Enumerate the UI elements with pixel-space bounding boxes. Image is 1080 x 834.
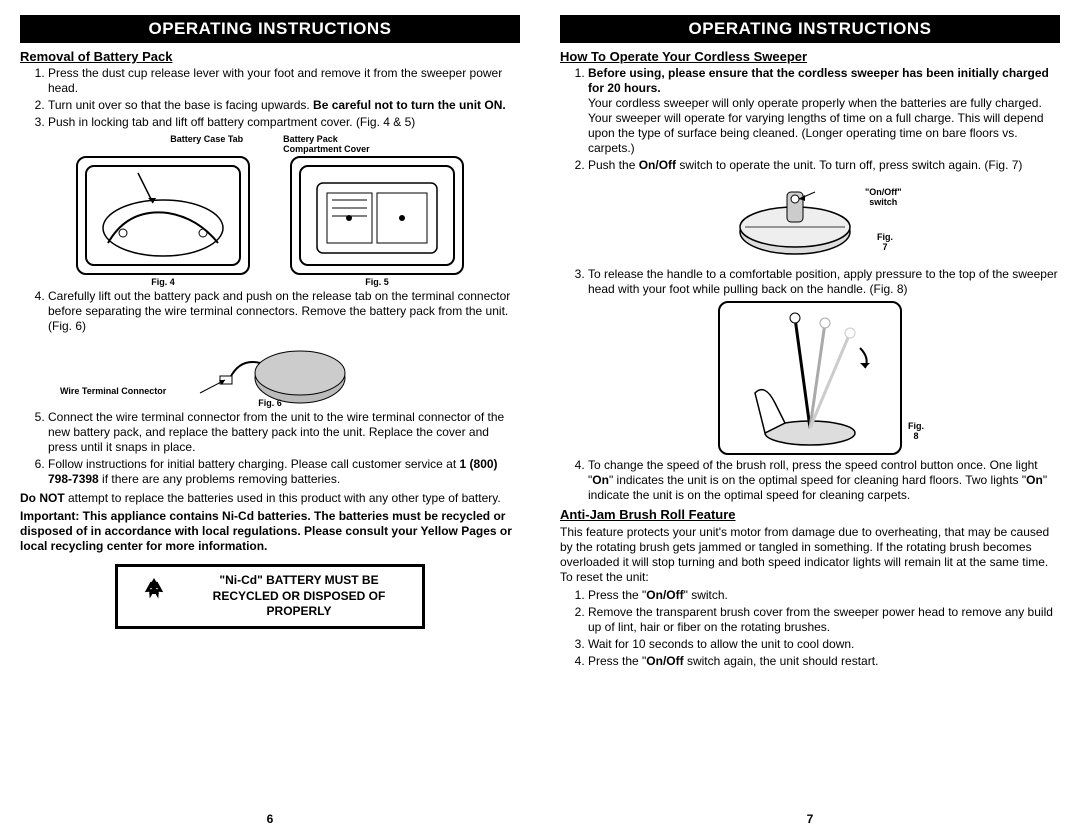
page-right: OPERATING INSTRUCTIONS How To Operate Yo… — [540, 0, 1080, 834]
page-left: OPERATING INSTRUCTIONS Removal of Batter… — [0, 0, 540, 834]
figure-7-wrap: "On/Off" switch Fig. 7 — [560, 177, 1060, 265]
label-battery-case-tab: Battery Case Tab — [170, 134, 243, 154]
steps-left-c: Connect the wire terminal connector from… — [20, 410, 520, 487]
steps-left-a: Press the dust cup release lever with yo… — [20, 66, 520, 130]
list-item: Remove the transparent brush cover from … — [588, 605, 1060, 635]
banner-right: OPERATING INSTRUCTIONS — [560, 15, 1060, 43]
recycle-icon — [132, 574, 176, 618]
section-title-antijam: Anti-Jam Brush Roll Feature — [560, 507, 1060, 522]
fig7-caption: Fig. 7 — [875, 232, 895, 252]
list-item: To change the speed of the brush roll, p… — [588, 458, 1060, 503]
figure-8-wrap: Fig. 8 — [560, 301, 1060, 456]
list-item: To release the handle to a comfortable p… — [588, 267, 1060, 297]
fig8-caption: Fig. 8 — [908, 421, 924, 441]
fig7-label: "On/Off" switch — [865, 187, 902, 207]
page-num-left: 6 — [20, 812, 520, 826]
list-item: Push the On/Off switch to operate the un… — [588, 158, 1060, 173]
fig6-caption: Fig. 6 — [258, 398, 282, 408]
fig5-caption: Fig. 5 — [290, 277, 464, 287]
figure-4: Fig. 4 — [76, 156, 250, 287]
list-item: Turn unit over so that the base is facin… — [48, 98, 520, 113]
label-battery-compartment: Battery PackCompartment Cover — [283, 134, 370, 154]
para-antijam: This feature protects your unit's motor … — [560, 525, 1060, 585]
list-item: Push in locking tab and lift off battery… — [48, 115, 520, 130]
para-important: Important: This appliance contains Ni-Cd… — [20, 509, 520, 554]
steps-right-a: Before using, please ensure that the cor… — [560, 66, 1060, 173]
list-item: Press the "On/Off" switch. — [588, 588, 1060, 603]
figure-4-box — [76, 156, 250, 275]
list-item: Connect the wire terminal connector from… — [48, 410, 520, 455]
list-item: Press the "On/Off switch again, the unit… — [588, 654, 1060, 669]
page-num-right: 7 — [560, 812, 1060, 826]
list-item: Wait for 10 seconds to allow the unit to… — [588, 637, 1060, 652]
steps-right-c: To change the speed of the brush roll, p… — [560, 458, 1060, 503]
recycle-text: "Ni-Cd" BATTERY MUST BE RECYCLED OR DISP… — [190, 573, 408, 620]
fig-label-row: Battery Case Tab Battery PackCompartment… — [20, 134, 520, 154]
fig6-label: Wire Terminal Connector — [60, 386, 166, 396]
figure-5-svg — [292, 158, 462, 273]
figure-5: Fig. 5 — [290, 156, 464, 287]
recycle-box: "Ni-Cd" BATTERY MUST BE RECYCLED OR DISP… — [115, 564, 425, 629]
steps-right-b: To release the handle to a comfortable p… — [560, 267, 1060, 297]
section-title-battery: Removal of Battery Pack — [20, 49, 520, 64]
list-item: Carefully lift out the battery pack and … — [48, 289, 520, 334]
steps-left-b: Carefully lift out the battery pack and … — [20, 289, 520, 334]
list-item: Follow instructions for initial battery … — [48, 457, 520, 487]
list-item: Press the dust cup release lever with yo… — [48, 66, 520, 96]
section-title-operate: How To Operate Your Cordless Sweeper — [560, 49, 1060, 64]
fig-row-45: Fig. 4 Fig. 5 — [20, 156, 520, 287]
fig4-caption: Fig. 4 — [76, 277, 250, 287]
para-donot: Do NOT attempt to replace the batteries … — [20, 491, 520, 506]
figure-8-svg — [720, 303, 900, 453]
figure-5-box — [290, 156, 464, 275]
list-item: Before using, please ensure that the cor… — [588, 66, 1060, 156]
page-spread: OPERATING INSTRUCTIONS Removal of Batter… — [0, 0, 1080, 834]
figure-8-box — [718, 301, 902, 455]
steps-right-d: Press the "On/Off" switch. Remove the tra… — [560, 588, 1060, 669]
figure-4-svg — [78, 158, 248, 273]
figure-6-wrap: Wire Terminal Connector Fig. 6 — [20, 338, 520, 408]
banner-left: OPERATING INSTRUCTIONS — [20, 15, 520, 43]
